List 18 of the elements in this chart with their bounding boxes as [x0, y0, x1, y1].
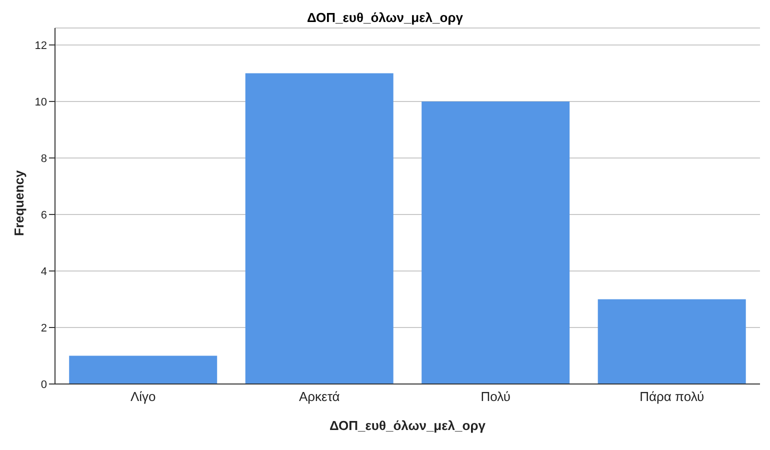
x-tick-label: Λίγο	[130, 389, 156, 404]
y-tick-label: 4	[40, 266, 47, 278]
bar	[69, 356, 218, 384]
bar	[422, 101, 570, 384]
x-axis-title: ΔΟΠ_ευθ_όλων_μελ_οργ	[330, 418, 486, 433]
y-tick-label: 8	[40, 152, 47, 165]
y-tick-label: 2	[40, 322, 47, 334]
x-tick-label: Αρκετά	[298, 389, 340, 404]
y-tick-label: 10	[34, 96, 47, 108]
bar	[245, 73, 394, 384]
x-tick-label: Πάρα πολύ	[640, 389, 704, 404]
bar	[598, 299, 746, 384]
chart-title: ΔΟΠ_ευθ_όλων_μελ_οργ	[306, 10, 464, 25]
x-tick-label: Πολύ	[480, 389, 510, 404]
y-tick-label: 6	[40, 209, 47, 222]
y-tick-label: 0	[40, 378, 47, 391]
y-axis-title: Frequency	[12, 169, 27, 236]
y-tick-label: 12	[34, 40, 47, 52]
